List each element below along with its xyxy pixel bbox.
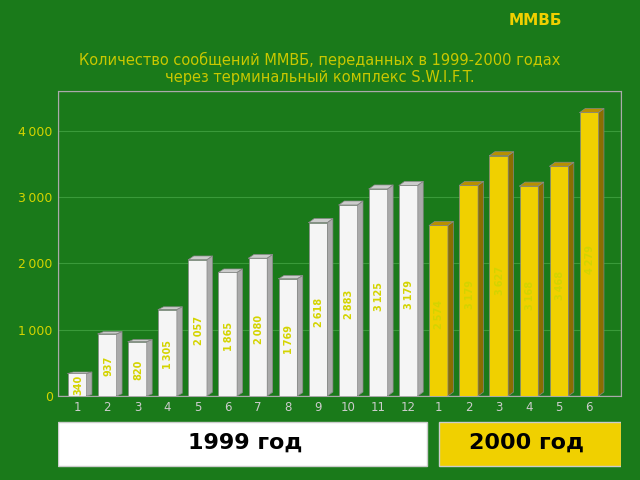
Polygon shape [369,185,393,189]
Bar [520,186,538,396]
Text: через терминальный комплекс S.W.I.F.T.: через терминальный комплекс S.W.I.F.T. [165,70,475,85]
Text: 3 125: 3 125 [374,282,384,311]
Text: 3 168: 3 168 [525,281,535,310]
Bar [308,223,328,396]
Text: 1 865: 1 865 [223,322,234,351]
Polygon shape [308,218,333,223]
Polygon shape [177,307,182,396]
Text: 2 080: 2 080 [254,315,264,345]
Text: 2 883: 2 883 [344,290,354,319]
Text: 2 057: 2 057 [193,316,204,345]
Text: 340: 340 [73,375,83,396]
Text: ММВБ: ММВБ [509,13,563,28]
Bar [490,156,508,396]
Polygon shape [538,182,544,396]
Bar [278,279,298,396]
Text: 3 179: 3 179 [404,280,414,310]
Polygon shape [358,201,363,396]
Bar [399,185,418,396]
Polygon shape [508,152,513,396]
Text: 937: 937 [103,356,113,376]
Polygon shape [568,162,574,396]
Bar [158,310,177,396]
Bar [339,205,358,396]
Polygon shape [147,339,152,396]
Polygon shape [248,254,273,258]
Polygon shape [218,269,243,273]
Polygon shape [207,256,212,396]
Polygon shape [116,332,122,396]
Polygon shape [68,372,92,373]
Text: 820: 820 [133,360,143,380]
Polygon shape [550,162,574,166]
Polygon shape [418,181,423,396]
Polygon shape [158,307,182,310]
Polygon shape [520,182,544,186]
Polygon shape [490,152,513,156]
Text: 1 769: 1 769 [284,325,294,354]
Bar [98,334,116,396]
Text: 2 618: 2 618 [314,298,324,327]
Text: Количество сообщений ММВБ, переданных в 1999-2000 годах: Количество сообщений ММВБ, переданных в … [79,52,561,68]
Polygon shape [399,181,423,185]
Polygon shape [328,218,333,396]
Bar [128,342,147,396]
Polygon shape [429,221,453,226]
Bar [550,166,568,396]
Polygon shape [448,221,453,396]
Polygon shape [478,181,483,396]
Bar [188,260,207,396]
Polygon shape [388,185,393,396]
Text: 1999 год: 1999 год [188,433,303,453]
Polygon shape [278,276,303,279]
Bar [460,185,478,396]
Polygon shape [298,276,303,396]
Text: 2000 год: 2000 год [469,433,584,453]
Polygon shape [580,108,604,112]
Polygon shape [188,256,212,260]
Polygon shape [598,108,604,396]
Text: 3 468: 3 468 [555,271,565,300]
Polygon shape [268,254,273,396]
Text: 4 279: 4 279 [585,245,595,275]
Bar [429,226,448,396]
Bar [58,422,428,466]
Text: 3 179: 3 179 [465,280,475,310]
Text: 2 574: 2 574 [435,300,445,329]
Bar [438,422,621,466]
Bar [68,373,86,396]
Bar [248,258,268,396]
Text: 1 305: 1 305 [163,340,173,369]
Polygon shape [237,269,243,396]
Bar [369,189,388,396]
Text: 3 627: 3 627 [495,266,505,295]
Polygon shape [98,332,122,334]
Polygon shape [339,201,363,205]
Polygon shape [128,339,152,342]
Polygon shape [460,181,483,185]
Bar [218,273,237,396]
Bar [580,112,598,396]
Polygon shape [86,372,92,396]
